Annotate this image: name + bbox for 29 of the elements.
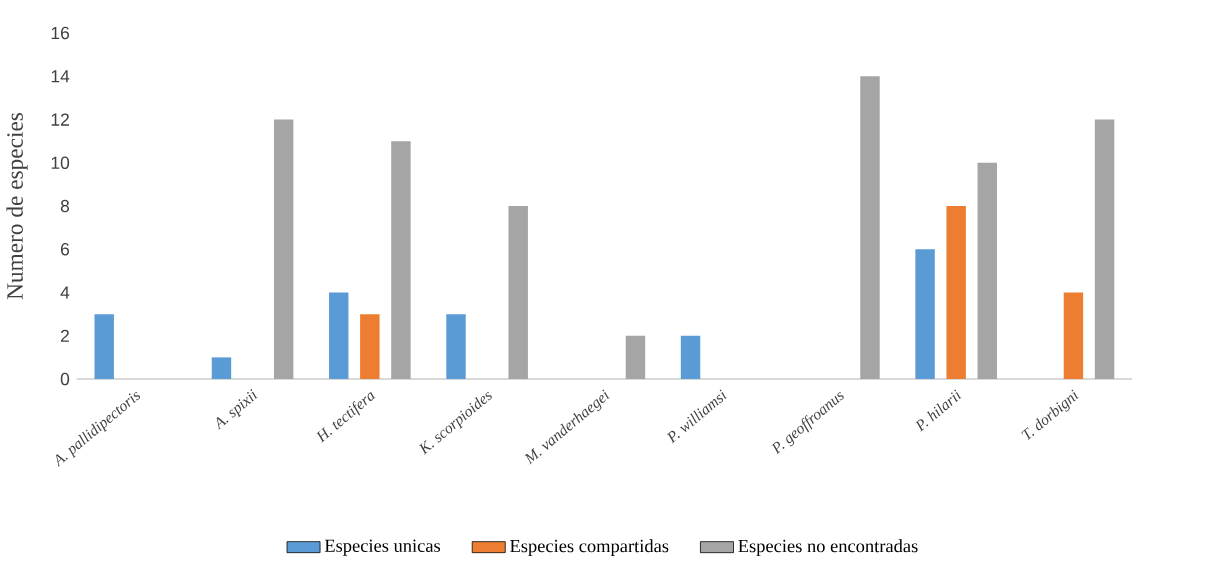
bar [977,162,997,379]
y-tick-label: 14 [51,70,70,83]
y-tick-label: 10 [51,156,70,169]
bar [1094,119,1115,379]
y-tick-label: 0 [60,372,70,386]
y-axis-title: Numero de especies [6,112,28,300]
legend-label: Especies unicas [324,539,441,556]
bar [94,314,114,379]
bar [860,76,880,379]
legend-label: Especies compartidas [510,539,669,556]
y-tick-label: 6 [60,243,70,256]
y-tick-label: 8 [60,199,70,213]
bar [1063,292,1084,379]
bar [211,357,232,379]
bar [625,335,646,379]
y-tick-label: 4 [60,286,70,299]
bar [508,205,528,379]
bar [273,119,294,379]
legend-label: Especies no encontradas [738,539,918,556]
y-tick-label: 12 [51,113,69,126]
bar [915,249,935,379]
bar [446,314,466,379]
bar [946,205,966,379]
bar [329,292,349,379]
bar [360,314,380,379]
y-tick-label: 2 [60,329,69,342]
y-tick-label: 16 [51,26,70,40]
bar [391,141,411,379]
bar [680,335,701,379]
